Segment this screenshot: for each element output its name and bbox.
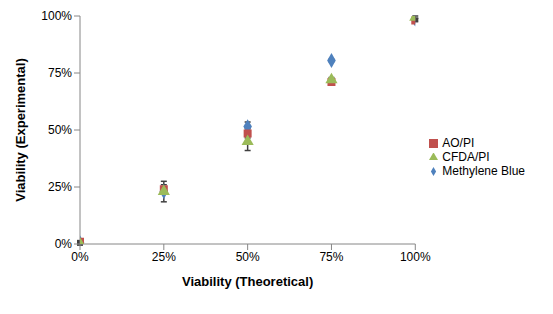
svg-text:50%: 50%: [48, 123, 72, 137]
html-text:AO/PI: AO/PI: [442, 136, 475, 150]
html-text:CFDA/PI: CFDA/PI: [442, 150, 490, 164]
svg-text:75%: 75%: [48, 66, 72, 80]
svg-text:0%: 0%: [71, 250, 89, 264]
svg-text:75%: 75%: [319, 250, 343, 264]
svg-text:100%: 100%: [41, 9, 72, 23]
svg-text:25%: 25%: [48, 180, 72, 194]
svg-text:50%: 50%: [236, 250, 260, 264]
svg-text:Viability (Theoretical): Viability (Theoretical): [182, 274, 313, 289]
svg-text:25%: 25%: [152, 250, 176, 264]
svg-text:Viability (Experimental): Viability (Experimental): [13, 58, 28, 202]
svg-text:100%: 100%: [400, 250, 431, 264]
html-text:Methylene Blue: Methylene Blue: [442, 164, 525, 178]
svg-text:0%: 0%: [55, 237, 73, 251]
